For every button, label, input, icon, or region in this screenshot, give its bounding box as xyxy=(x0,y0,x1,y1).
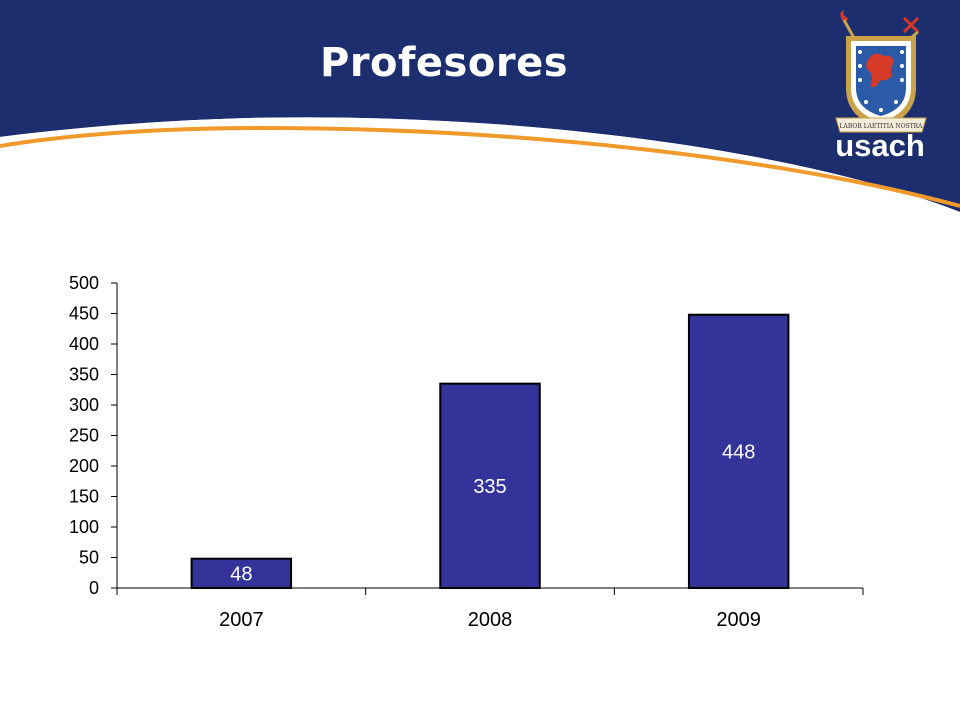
header-orange-swoosh xyxy=(0,125,960,208)
bar-2008 xyxy=(439,382,541,589)
usach-crest-logo: LABOR LAETITIA NOSTRA xyxy=(835,10,927,133)
header-white-swoosh xyxy=(0,117,960,216)
bar-2009 xyxy=(687,313,790,589)
slide-header xyxy=(0,0,960,220)
y-tick-label: 500 xyxy=(69,273,99,293)
logo-wordmark: usach xyxy=(835,128,925,163)
x-axis-ticks: 2007 2008 2009 xyxy=(116,588,864,631)
x-category-label: 2009 xyxy=(716,609,761,631)
page-title: Profesores xyxy=(320,40,569,86)
bar-value-label: 448 xyxy=(722,441,755,463)
bar-value-label: 335 xyxy=(473,476,506,498)
y-tick-label: 200 xyxy=(69,456,99,476)
y-tick-label: 350 xyxy=(69,365,99,385)
bar-value-label: 48 xyxy=(230,563,252,585)
y-tick-label: 100 xyxy=(69,517,99,537)
axes xyxy=(116,283,863,589)
y-tick-label: 150 xyxy=(69,487,99,507)
y-tick-label: 0 xyxy=(89,578,99,598)
y-tick-label: 400 xyxy=(69,334,99,354)
bars: 48 335 448 xyxy=(190,313,790,589)
logo-motto: LABOR LAETITIA NOSTRA xyxy=(840,123,924,130)
y-tick-label: 450 xyxy=(69,304,99,324)
y-tick-label: 300 xyxy=(69,395,99,415)
header-banner xyxy=(0,0,960,216)
y-tick-label: 250 xyxy=(69,426,99,446)
y-tick-label: 50 xyxy=(79,548,99,568)
x-category-label: 2008 xyxy=(468,609,513,631)
x-category-label: 2007 xyxy=(219,609,264,631)
header-blue-band xyxy=(0,0,960,212)
y-axis-ticks: 0 50 100 150 200 250 300 350 400 450 500 xyxy=(69,273,117,598)
